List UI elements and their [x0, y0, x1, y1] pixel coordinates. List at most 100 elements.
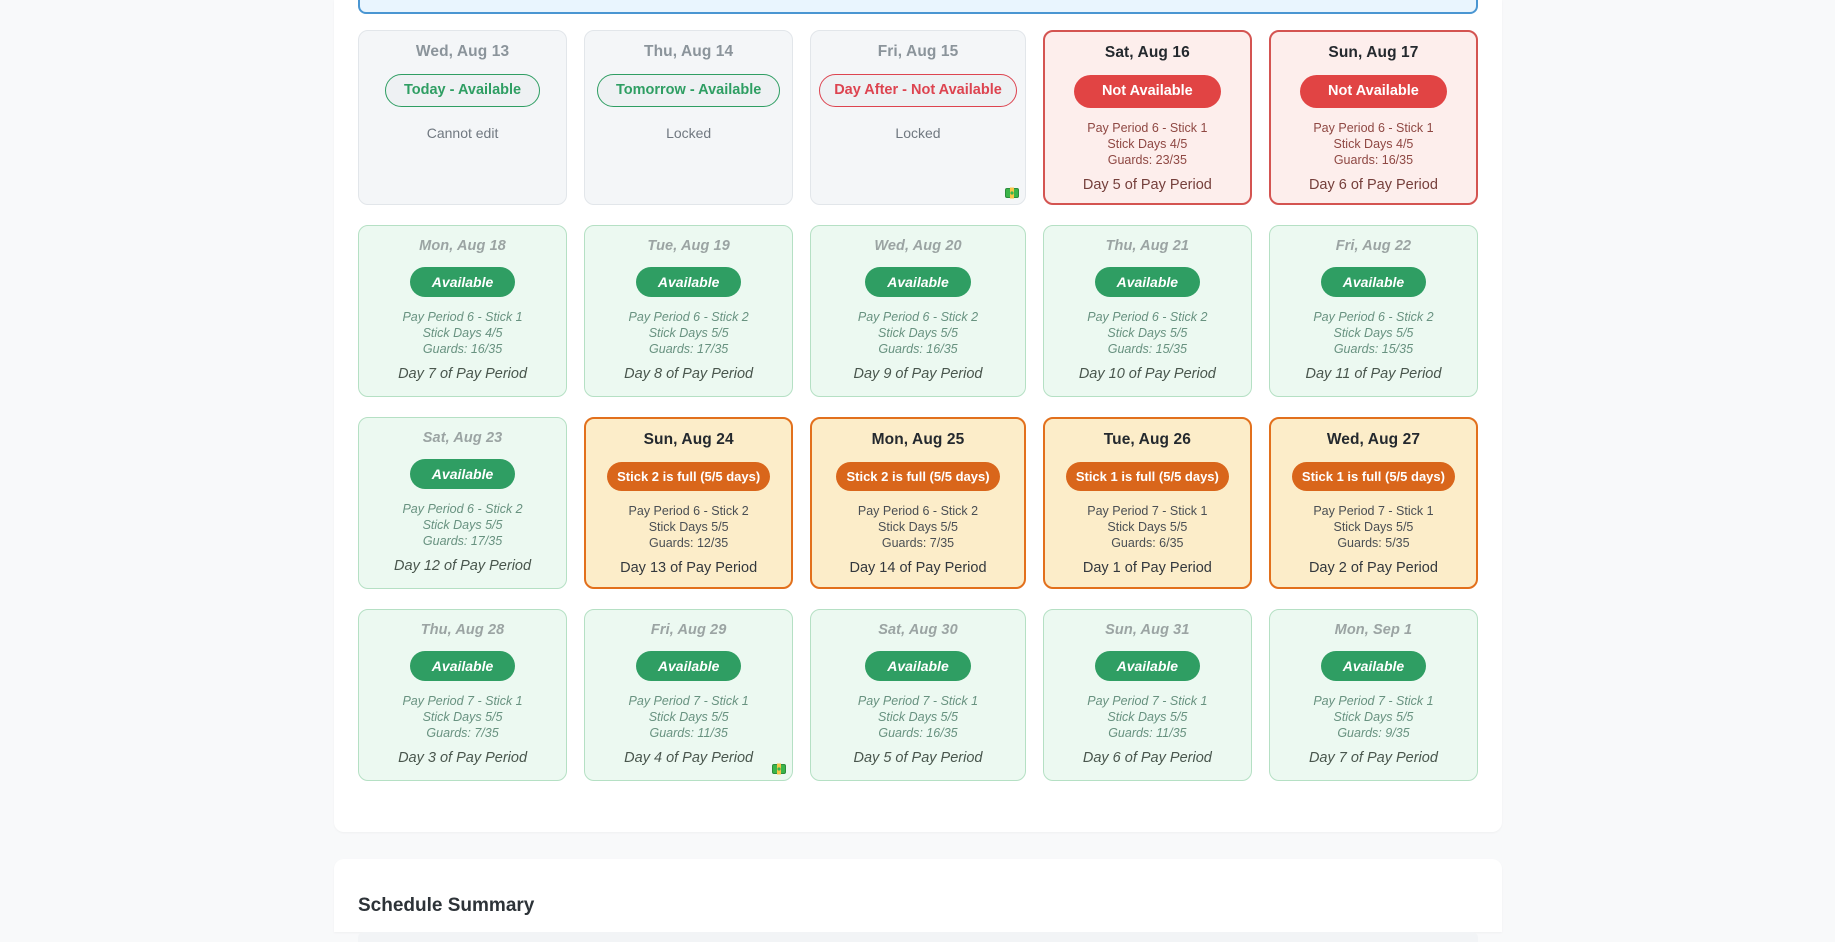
day-date: Sat, Aug 30: [878, 621, 958, 638]
day-date: Tue, Aug 26: [1103, 430, 1191, 448]
stick-days-line: Stick Days 5/5: [878, 519, 958, 534]
day-date: Sun, Aug 17: [1328, 44, 1419, 61]
guards-line: Guards: 7/35: [426, 725, 499, 740]
day-date: Wed, Aug 27: [1326, 430, 1421, 448]
guards-line: Guards: 17/35: [422, 533, 503, 548]
status-pill[interactable]: Not Available: [1300, 75, 1447, 108]
pay-period-info: Pay Period 7 - Stick 1 Stick Days 5/5 Gu…: [1313, 693, 1433, 741]
status-pill[interactable]: Stick 2 is full (5/5 days): [607, 461, 771, 491]
status-pill[interactable]: Available: [635, 650, 742, 681]
status-pill[interactable]: Available: [409, 458, 516, 489]
status-pill[interactable]: Stick 2 is full (5/5 days): [836, 461, 1000, 491]
availability-calendar-panel: Wed, Aug 13 Today - Available Cannot edi…: [334, 0, 1502, 832]
status-pill[interactable]: Stick 1 is full (5/5 days): [1065, 461, 1229, 491]
pay-period-line: Pay Period 6 - Stick 2: [857, 503, 979, 518]
day-card-aug25[interactable]: Mon, Aug 25 Stick 2 is full (5/5 days) P…: [810, 416, 1026, 589]
pay-period-info: Pay Period 6 - Stick 1 Stick Days 4/5 Gu…: [1313, 120, 1433, 168]
guards-line: Guards: 5/35: [1337, 535, 1410, 550]
day-card-aug29[interactable]: Fri, Aug 29 Available Pay Period 7 - Sti…: [584, 608, 794, 781]
pay-period-info: Pay Period 7 - Stick 1 Stick Days 5/5 Gu…: [629, 693, 749, 741]
stick-days-line: Stick Days 5/5: [878, 325, 958, 340]
status-pill[interactable]: Available: [1094, 266, 1201, 297]
status-pill[interactable]: Tomorrow - Available: [597, 74, 781, 107]
pay-period-day: Day 6 of Pay Period: [1082, 749, 1212, 766]
day-card-aug28[interactable]: Thu, Aug 28 Available Pay Period 7 - Sti…: [358, 608, 568, 781]
day-date: Wed, Aug 13: [415, 43, 510, 60]
pay-period-day: Day 7 of Pay Period: [398, 365, 528, 382]
status-pill[interactable]: Not Available: [1073, 75, 1221, 108]
stick-days-line: Stick Days 4/5: [1107, 136, 1188, 151]
pay-period-day: Day 14 of Pay Period: [849, 559, 987, 576]
stick-days-line: Stick Days 4/5: [1333, 136, 1414, 151]
pay-period-line: Pay Period 7 - Stick 1: [1313, 693, 1434, 708]
pay-period-day: Day 5 of Pay Period: [1082, 176, 1212, 193]
pay-period-info: Pay Period 7 - Stick 1 Stick Days 5/5 Gu…: [1087, 503, 1207, 551]
stick-days-line: Stick Days 5/5: [648, 325, 729, 340]
status-pill[interactable]: Available: [1320, 650, 1427, 681]
pay-period-info: Pay Period 6 - Stick 1 Stick Days 4/5 Gu…: [402, 309, 522, 357]
day-date: Thu, Aug 28: [420, 621, 505, 638]
stick-days-line: Stick Days 5/5: [422, 709, 503, 724]
status-pill[interactable]: Available: [409, 266, 516, 297]
guards-line: Guards: 23/35: [1107, 152, 1187, 167]
pay-period-day: Day 5 of Pay Period: [853, 749, 983, 766]
pay-period-info: Pay Period 6 - Stick 2 Stick Days 5/5 Gu…: [629, 503, 749, 551]
status-pill[interactable]: Available: [409, 650, 516, 681]
day-date: Mon, Sep 1: [1334, 621, 1413, 638]
pay-period-info: Pay Period 6 - Stick 1 Stick Days 4/5 Gu…: [1087, 120, 1207, 168]
stick-days-line: Stick Days 5/5: [1107, 709, 1188, 724]
day-date: Fri, Aug 29: [650, 621, 727, 638]
pay-period-line: Pay Period 6 - Stick 1: [1087, 120, 1208, 135]
pay-period-line: Pay Period 7 - Stick 1: [857, 693, 979, 708]
guards-line: Guards: 16/35: [878, 725, 958, 740]
day-date: Thu, Aug 21: [1105, 237, 1190, 254]
status-pill[interactable]: Available: [865, 266, 971, 297]
pay-period-info: Pay Period 7 - Stick 1 Stick Days 5/5 Gu…: [402, 693, 522, 741]
day-card-aug23[interactable]: Sat, Aug 23 Available Pay Period 6 - Sti…: [358, 416, 568, 589]
day-note: Locked: [895, 124, 941, 141]
day-card-aug20[interactable]: Wed, Aug 20 Available Pay Period 6 - Sti…: [810, 224, 1026, 397]
calendar-grid: Wed, Aug 13 Today - Available Cannot edi…: [358, 30, 1478, 781]
day-card-aug24[interactable]: Sun, Aug 24 Stick 2 is full (5/5 days) P…: [584, 416, 794, 589]
status-pill[interactable]: Day After - Not Available: [819, 74, 1017, 107]
day-date: Sun, Aug 24: [643, 430, 734, 448]
day-card-aug21[interactable]: Thu, Aug 21 Available Pay Period 6 - Sti…: [1042, 224, 1252, 397]
pay-period-day: Day 10 of Pay Period: [1078, 365, 1216, 382]
day-card-aug30[interactable]: Sat, Aug 30 Available Pay Period 7 - Sti…: [810, 608, 1026, 781]
pay-period-line: Pay Period 6 - Stick 2: [402, 501, 523, 516]
day-date: Thu, Aug 14: [644, 43, 734, 60]
pay-period-line: Pay Period 7 - Stick 1: [628, 693, 749, 708]
guards-line: Guards: 11/35: [649, 725, 728, 740]
stick-days-line: Stick Days 5/5: [1333, 709, 1414, 724]
pay-period-line: Pay Period 6 - Stick 2: [1087, 309, 1208, 324]
pay-period-day: Day 11 of Pay Period: [1305, 365, 1442, 382]
day-card-aug31[interactable]: Sun, Aug 31 Available Pay Period 7 - Sti…: [1042, 608, 1252, 781]
status-pill[interactable]: Available: [865, 650, 971, 681]
status-pill[interactable]: Today - Available: [384, 74, 541, 107]
pay-period-day: Day 12 of Pay Period: [394, 557, 532, 574]
guards-line: Guards: 16/35: [422, 341, 503, 356]
day-card-aug13: Wed, Aug 13 Today - Available Cannot edi…: [358, 30, 568, 205]
status-pill[interactable]: Available: [1320, 266, 1427, 297]
day-date: Mon, Aug 18: [419, 237, 506, 254]
status-pill[interactable]: Available: [1094, 650, 1201, 681]
day-card-aug22[interactable]: Fri, Aug 22 Available Pay Period 6 - Sti…: [1268, 224, 1478, 397]
pay-period-line: Pay Period 6 - Stick 1: [402, 309, 523, 324]
status-pill[interactable]: Stick 1 is full (5/5 days): [1291, 461, 1455, 491]
stick-days-line: Stick Days 4/5: [422, 325, 503, 340]
status-pill[interactable]: Available: [635, 266, 742, 297]
pay-period-line: Pay Period 7 - Stick 1: [1313, 503, 1434, 518]
stick-days-line: Stick Days 5/5: [1333, 325, 1414, 340]
pay-period-day: Day 8 of Pay Period: [624, 365, 754, 382]
day-card-aug16[interactable]: Sat, Aug 16 Not Available Pay Period 6 -…: [1042, 30, 1252, 205]
day-card-aug18[interactable]: Mon, Aug 18 Available Pay Period 6 - Sti…: [358, 224, 568, 397]
day-card-aug17[interactable]: Sun, Aug 17 Not Available Pay Period 6 -…: [1268, 30, 1478, 205]
money-icon: [772, 763, 787, 774]
day-card-aug26[interactable]: Tue, Aug 26 Stick 1 is full (5/5 days) P…: [1042, 416, 1252, 589]
day-card-sep1[interactable]: Mon, Sep 1 Available Pay Period 7 - Stic…: [1268, 608, 1478, 781]
guards-line: Guards: 16/35: [878, 341, 958, 356]
day-card-aug27[interactable]: Wed, Aug 27 Stick 1 is full (5/5 days) P…: [1268, 416, 1478, 589]
pay-period-day: Day 4 of Pay Period: [624, 749, 754, 766]
pay-period-line: Pay Period 6 - Stick 2: [628, 503, 749, 518]
day-card-aug19[interactable]: Tue, Aug 19 Available Pay Period 6 - Sti…: [584, 224, 794, 397]
